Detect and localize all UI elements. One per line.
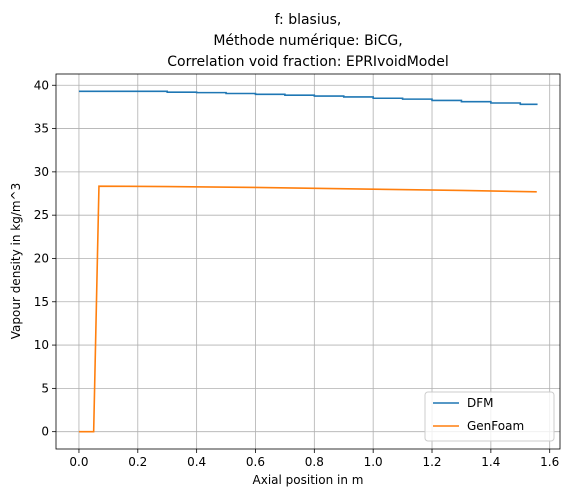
- y-tick-label: 15: [34, 295, 49, 309]
- y-tick-label: 35: [34, 122, 49, 136]
- x-axis-ticks: 0.0 0.2 0.4 0.6 0.8 1.0 1.2 1.4 1.6: [69, 449, 559, 469]
- title-line-2: Méthode numérique: BiCG,: [213, 33, 402, 49]
- legend-label-genfoam: GenFoam: [467, 419, 524, 433]
- series-line-genfoam: [78, 185, 537, 433]
- y-tick-label: 25: [34, 208, 49, 222]
- series-layer: [78, 90, 538, 433]
- y-axis-ticks: 0 5 10 15 20 25 30 35 40: [34, 78, 56, 439]
- y-tick-label: 5: [41, 381, 49, 395]
- y-tick-label: 40: [34, 78, 49, 92]
- title-line-3: Correlation void fraction: EPRIvoidModel: [167, 54, 448, 70]
- grid: [56, 74, 560, 449]
- x-tick-label: 0.2: [128, 455, 147, 469]
- legend-label-dfm: DFM: [467, 396, 494, 410]
- plot-frame: [55, 73, 561, 450]
- series-line-dfm: [78, 90, 538, 106]
- x-tick-label: 1.2: [422, 455, 441, 469]
- x-tick-label: 0.0: [69, 455, 88, 469]
- x-axis-label: Axial position in m: [253, 473, 364, 487]
- y-tick-label: 10: [34, 338, 49, 352]
- y-tick-label: 30: [34, 165, 49, 179]
- legend: DFM GenFoam: [424, 391, 555, 442]
- y-axis-label: Vapour density in kg/m^3: [9, 183, 23, 340]
- x-tick-label: 0.8: [305, 455, 324, 469]
- plot-area: [56, 74, 560, 449]
- x-tick-label: 0.4: [187, 455, 206, 469]
- title-line-1: f: blasius,: [275, 12, 342, 28]
- y-tick-label: 20: [34, 251, 49, 265]
- x-tick-label: 1.4: [481, 455, 500, 469]
- x-tick-label: 1.0: [364, 455, 383, 469]
- chart-title: f: blasius, Méthode numérique: BiCG, Cor…: [167, 12, 448, 70]
- y-tick-label: 0: [41, 425, 49, 439]
- x-tick-label: 0.6: [246, 455, 265, 469]
- x-tick-label: 1.6: [540, 455, 559, 469]
- legend-box: [424, 391, 555, 442]
